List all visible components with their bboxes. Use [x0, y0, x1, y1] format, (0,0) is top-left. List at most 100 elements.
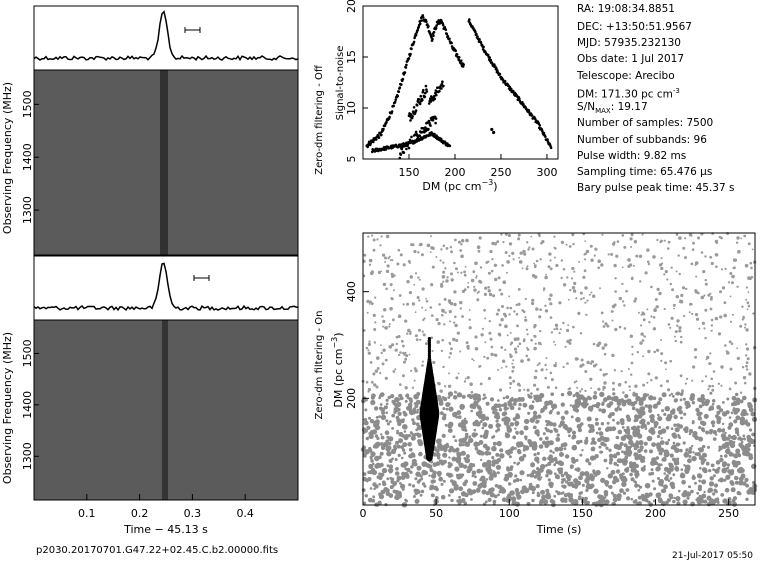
ytick-label: 5 [345, 156, 358, 163]
dm-point [461, 499, 465, 503]
dm-point [512, 258, 515, 261]
dm-point [494, 484, 499, 488]
dm-point [567, 493, 573, 499]
dm-point [675, 295, 679, 299]
dm-point [613, 443, 620, 450]
dm-point [686, 496, 690, 500]
dm-point [514, 474, 518, 478]
dm-point [725, 444, 729, 448]
dm-point [534, 456, 540, 462]
dm-point [524, 435, 528, 440]
dm-point [673, 447, 677, 450]
dm-point [523, 338, 526, 341]
dm-point [641, 495, 645, 499]
dm-point [679, 299, 684, 304]
dm-point [623, 245, 627, 249]
dm-point [612, 387, 615, 391]
dm-point [579, 291, 583, 295]
dm-point [542, 432, 546, 436]
dm-point [399, 396, 404, 401]
dm-point [709, 352, 712, 355]
dm-point [407, 434, 411, 438]
dm-point [366, 311, 369, 314]
dm-point [674, 462, 678, 466]
dm-point [388, 441, 392, 446]
dm-point [448, 406, 454, 412]
dm-point [450, 498, 454, 503]
dm-point [489, 337, 493, 341]
dm-point [537, 233, 541, 237]
dm-point [622, 491, 627, 495]
snr-point [410, 47, 413, 51]
dm-point [468, 309, 471, 311]
dm-point [635, 475, 638, 479]
dm-point [478, 236, 482, 240]
dm-point [430, 479, 435, 484]
snr-point [431, 37, 434, 41]
dm-point [576, 386, 579, 389]
dm-point [536, 493, 541, 498]
dm-point [491, 462, 496, 467]
dm-point [689, 302, 692, 306]
dm-point [447, 494, 451, 497]
dm-point [442, 407, 446, 411]
dm-point [655, 492, 661, 498]
dm-point [362, 472, 367, 476]
dm-point [484, 396, 487, 399]
dm-point [542, 499, 549, 505]
dm-point [553, 235, 556, 238]
dm-point [603, 490, 609, 495]
dm-point [446, 472, 450, 477]
snr-point [530, 114, 534, 117]
dm-point [437, 322, 441, 326]
dm-point [722, 464, 726, 468]
dm-point [721, 422, 725, 426]
ytick-label: 1500 [21, 339, 34, 367]
dm-point [733, 258, 738, 262]
dm-point [493, 263, 498, 267]
dm-point [466, 286, 470, 289]
dm-point [404, 357, 407, 360]
dm-point [701, 421, 707, 427]
dm-point [539, 445, 544, 449]
dm-point [453, 290, 457, 294]
dm-point [449, 320, 452, 323]
dm-point [458, 495, 461, 499]
info-ra: RA: 19:08:34.8851 [577, 3, 675, 15]
dm-point [376, 422, 380, 425]
dm-point [464, 266, 467, 268]
dm-point [498, 288, 502, 292]
dm-point [461, 473, 465, 477]
dm-point [487, 376, 491, 381]
dm-point [380, 270, 382, 273]
snr-point [501, 78, 505, 81]
dm-point [742, 315, 745, 319]
dm-point [614, 277, 617, 280]
dm-point [407, 328, 411, 333]
dm-point [470, 498, 473, 501]
snr-point [414, 33, 418, 37]
dm-point [685, 464, 691, 470]
dm-point [560, 392, 565, 397]
dm-point [614, 327, 618, 332]
dm-point [474, 442, 478, 445]
dm-point [488, 292, 493, 297]
dm-point [709, 429, 712, 432]
dm-point [579, 332, 583, 335]
dm-point [730, 443, 734, 447]
dm-point [667, 240, 671, 244]
dm-point [600, 263, 604, 267]
dm-point [389, 459, 392, 462]
dm-point [630, 401, 636, 407]
dm-point [586, 416, 592, 422]
dm-point [523, 252, 527, 256]
dm-point [460, 243, 463, 246]
dm-point [523, 388, 526, 391]
dm-point [732, 501, 737, 507]
dm-point [724, 487, 730, 493]
dm-point [549, 371, 553, 375]
dm-point [522, 249, 526, 254]
dm-point [391, 274, 395, 278]
dm-point [414, 404, 419, 409]
info-telescope: Telescope: Arecibo [577, 70, 675, 82]
